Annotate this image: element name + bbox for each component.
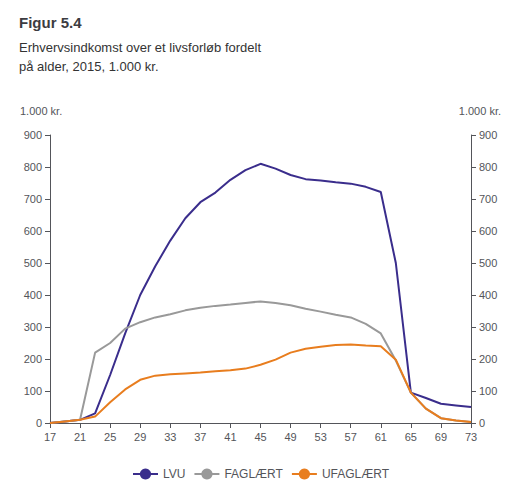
svg-text:1.000 kr.: 1.000 kr. — [459, 105, 501, 117]
svg-text:500: 500 — [24, 257, 42, 269]
svg-text:600: 600 — [24, 225, 42, 237]
svg-text:på alder, 2015, 1.000 kr.: på alder, 2015, 1.000 kr. — [19, 59, 159, 74]
svg-text:800: 800 — [24, 161, 42, 173]
svg-text:400: 400 — [24, 289, 42, 301]
svg-text:41: 41 — [224, 431, 236, 443]
svg-text:0: 0 — [36, 417, 42, 429]
svg-text:29: 29 — [134, 431, 146, 443]
svg-text:17: 17 — [44, 431, 56, 443]
svg-text:UFAGLÆRT: UFAGLÆRT — [322, 467, 390, 481]
svg-text:45: 45 — [254, 431, 266, 443]
svg-text:FAGLÆRT: FAGLÆRT — [224, 467, 283, 481]
svg-text:100: 100 — [24, 385, 42, 397]
svg-text:33: 33 — [164, 431, 176, 443]
svg-text:400: 400 — [479, 289, 497, 301]
svg-text:600: 600 — [479, 225, 497, 237]
svg-text:300: 300 — [24, 321, 42, 333]
svg-text:0: 0 — [479, 417, 485, 429]
svg-text:Figur 5.4: Figur 5.4 — [19, 14, 82, 31]
svg-text:73: 73 — [465, 431, 477, 443]
svg-text:200: 200 — [24, 353, 42, 365]
svg-text:65: 65 — [405, 431, 417, 443]
svg-text:25: 25 — [104, 431, 116, 443]
svg-text:800: 800 — [479, 161, 497, 173]
svg-text:100: 100 — [479, 385, 497, 397]
svg-text:49: 49 — [284, 431, 296, 443]
svg-text:200: 200 — [479, 353, 497, 365]
svg-text:1.000 kr.: 1.000 kr. — [20, 105, 62, 117]
svg-text:500: 500 — [479, 257, 497, 269]
svg-text:69: 69 — [435, 431, 447, 443]
svg-text:700: 700 — [479, 193, 497, 205]
svg-text:37: 37 — [194, 431, 206, 443]
svg-text:Erhvervsindkomst over et livsf: Erhvervsindkomst over et livsforløb ford… — [19, 40, 261, 55]
svg-text:300: 300 — [479, 321, 497, 333]
svg-text:700: 700 — [24, 193, 42, 205]
svg-text:LVU: LVU — [163, 467, 185, 481]
svg-text:900: 900 — [24, 129, 42, 141]
svg-text:900: 900 — [479, 129, 497, 141]
svg-text:61: 61 — [375, 431, 387, 443]
svg-text:53: 53 — [315, 431, 327, 443]
svg-text:57: 57 — [345, 431, 357, 443]
svg-text:21: 21 — [74, 431, 86, 443]
